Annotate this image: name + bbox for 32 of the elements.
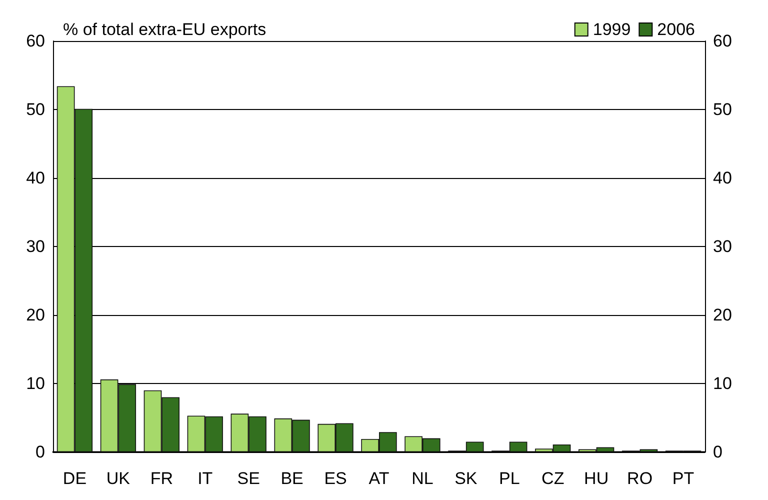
y2-tick-label: 50: [713, 100, 732, 119]
x-tick-label: HU: [584, 469, 609, 488]
y-tick-label: 30: [26, 237, 45, 256]
legend-label: 1999: [592, 20, 631, 39]
x-tick-label: NL: [412, 469, 434, 488]
y2-tick-label: 10: [713, 374, 732, 393]
y2-tick-label: 60: [713, 32, 732, 50]
y2-tick-label: 30: [713, 237, 732, 256]
y2-tick-label: 0: [713, 442, 722, 462]
x-tick-label: ES: [324, 469, 347, 488]
y-tick-label: 0: [36, 442, 45, 462]
y2-tick-label: 20: [713, 306, 732, 324]
y-tick-label: 60: [26, 32, 45, 50]
x-tick-label: SE: [237, 469, 260, 488]
y2-tick-label: 40: [713, 168, 732, 188]
x-tick-label: UK: [106, 469, 131, 488]
x-tick-label: AT: [368, 469, 390, 488]
x-tick-label: CZ: [542, 469, 564, 488]
x-tick-label: DE: [62, 469, 87, 488]
y-axis-title: % of total extra-EU exports: [63, 20, 266, 39]
x-tick-label: BE: [280, 469, 304, 488]
x-tick-label: PT: [672, 469, 694, 488]
y-tick-label: 10: [26, 374, 45, 393]
y-tick-label: 50: [26, 100, 45, 119]
x-tick-label: SK: [454, 469, 478, 488]
x-tick-label: FR: [150, 469, 174, 488]
legend-label: 2006: [657, 20, 696, 39]
x-tick-label: RO: [627, 469, 653, 488]
x-tick-label: IT: [198, 469, 213, 488]
x-tick-label: PL: [499, 469, 520, 488]
y-tick-label: 40: [26, 168, 45, 188]
y-tick-label: 20: [26, 306, 45, 324]
